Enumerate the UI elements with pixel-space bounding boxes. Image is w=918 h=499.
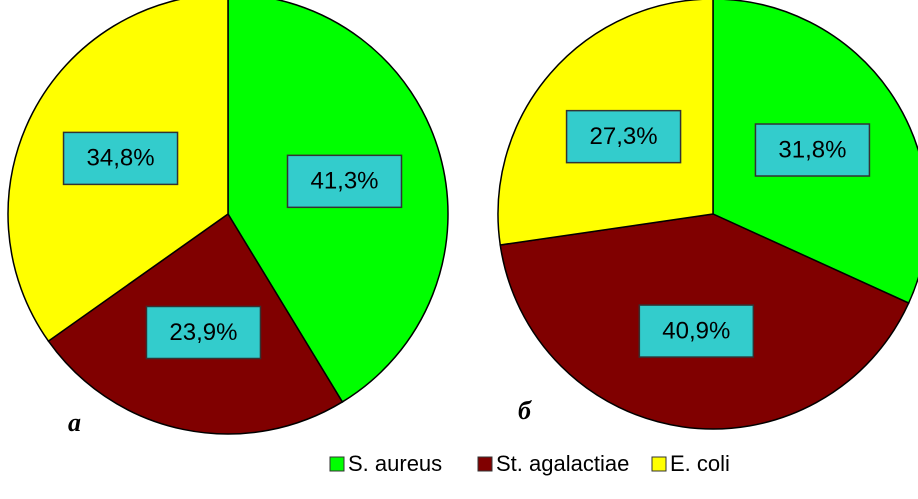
legend-label: S. aureus xyxy=(348,451,442,476)
value-label-box xyxy=(145,305,262,360)
value-label-box xyxy=(286,154,403,209)
value-label-box xyxy=(62,131,179,186)
chart-label: а xyxy=(68,408,81,437)
chart-label: б xyxy=(518,396,532,425)
value-label: 41,3% xyxy=(310,168,378,195)
value-label: 27,3% xyxy=(590,123,658,150)
legend-label: E. coli xyxy=(670,451,730,476)
legend-label: St. agalactiae xyxy=(496,451,629,476)
value-label-box xyxy=(754,123,871,177)
value-label: 31,8% xyxy=(778,136,846,163)
legend-swatch xyxy=(477,456,493,472)
value-label: 40,9% xyxy=(662,317,730,344)
legend-swatch xyxy=(651,456,667,472)
value-label: 23,9% xyxy=(169,319,237,346)
value-label-box xyxy=(638,304,755,358)
value-label: 34,8% xyxy=(87,145,155,172)
value-label-box xyxy=(565,109,682,164)
legend-swatch xyxy=(329,456,345,472)
